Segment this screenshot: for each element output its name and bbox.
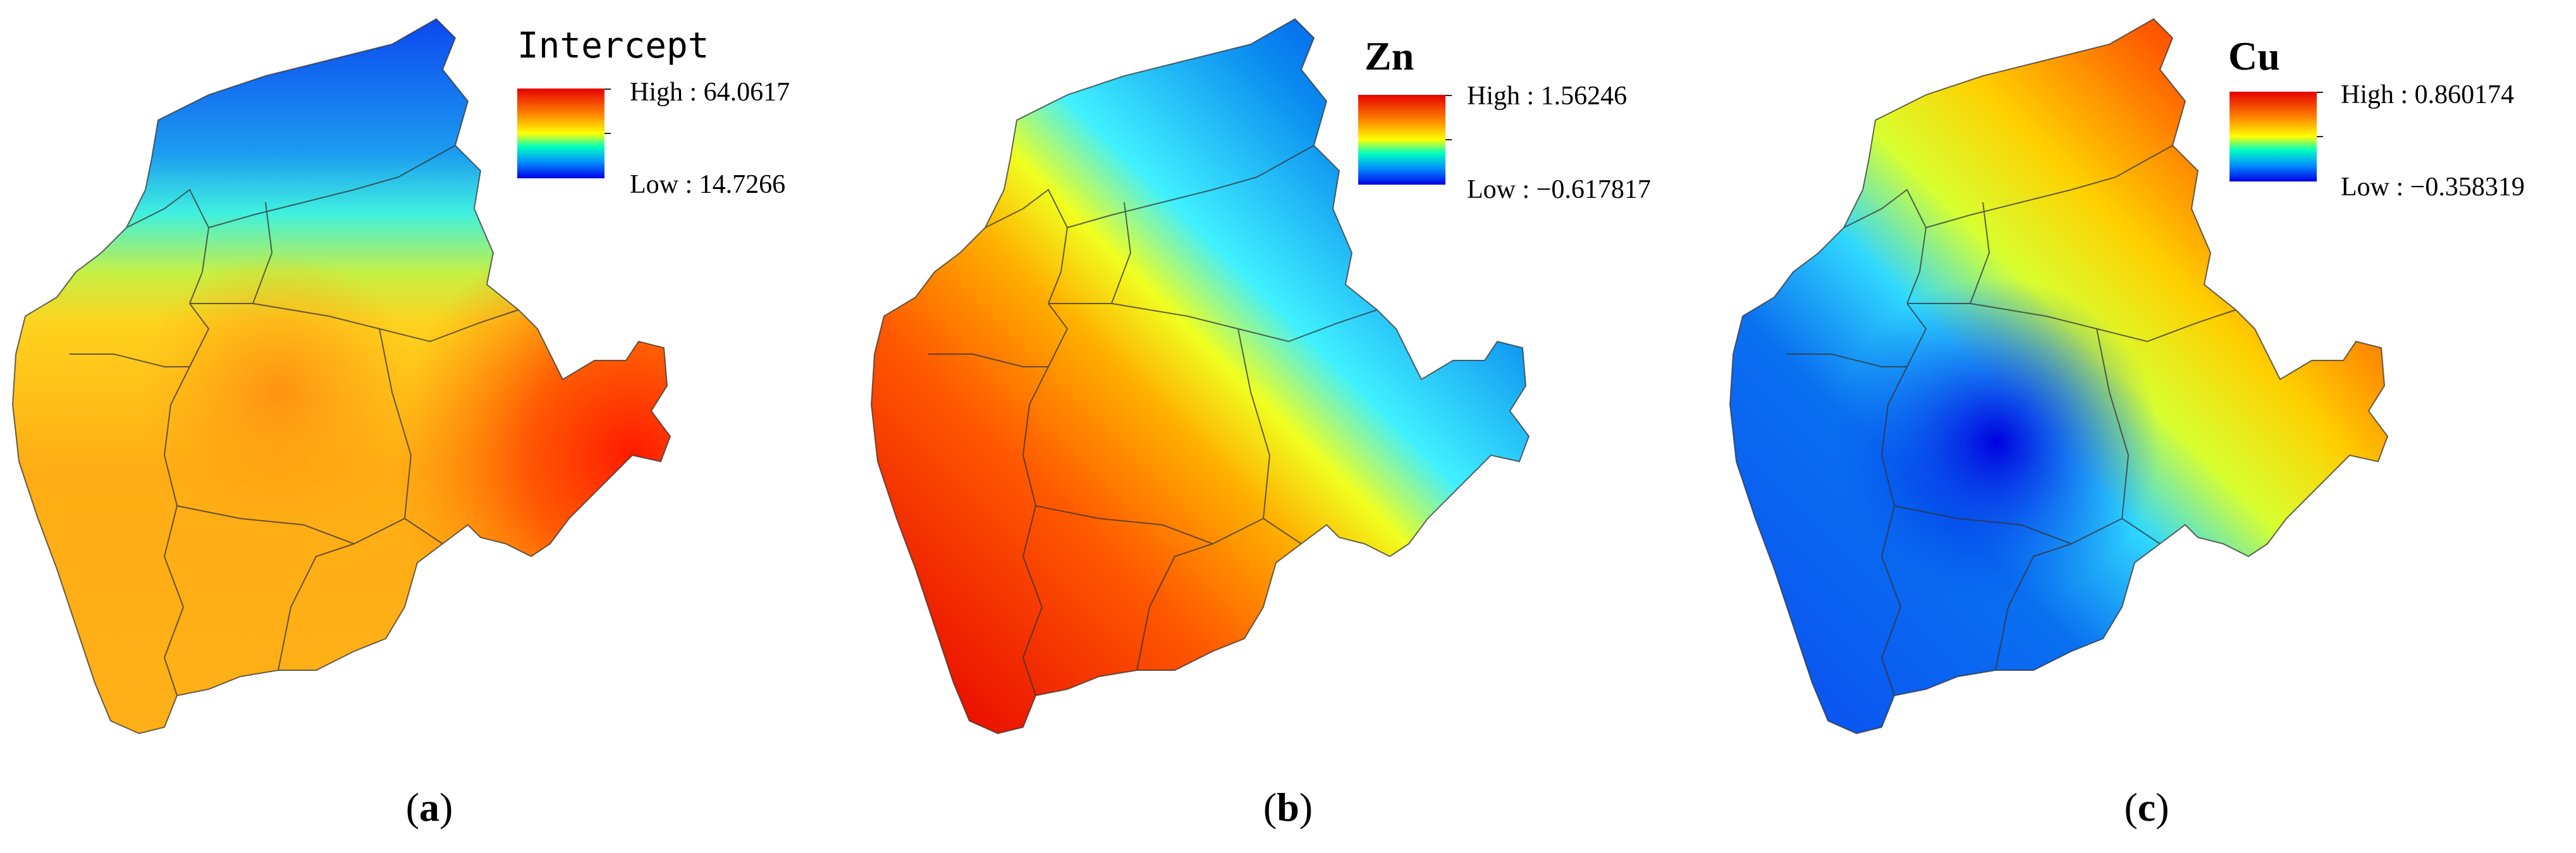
ramp-tick-mid — [1445, 139, 1452, 140]
panel-caption: (b) — [859, 784, 1717, 831]
caption-close: ) — [1299, 785, 1313, 830]
caption-letter: a — [419, 785, 439, 830]
legend-title: Intercept — [517, 25, 709, 66]
legend-low-label: Low : −0.358319 — [2341, 173, 2525, 202]
legend-low-label: Low : −0.617817 — [1467, 175, 1651, 204]
panel-a: Intercept High : 64.0617 Low : 14.7266 (… — [0, 0, 859, 853]
legend-low-label: Low : 14.7266 — [630, 170, 786, 199]
panel-caption: (a) — [0, 784, 859, 831]
legend-title: Cu — [2228, 34, 2280, 78]
panel-caption: (c) — [1717, 784, 2576, 831]
district-boundaries — [870, 18, 1530, 735]
ramp-tick-high — [2317, 92, 2323, 93]
legend-high-label: High : 1.56246 — [1467, 82, 1628, 111]
legend-high-label: High : 64.0617 — [630, 78, 790, 107]
district-boundaries — [1729, 18, 2389, 735]
district-boundaries — [11, 18, 672, 735]
legend-title: Zn — [1365, 34, 1414, 78]
legend-high-label: High : 0.860174 — [2341, 80, 2515, 109]
ramp-tick-mid — [604, 133, 611, 134]
caption-close: ) — [2156, 785, 2169, 830]
caption-letter: c — [2137, 785, 2156, 830]
caption-open: ( — [2124, 785, 2138, 830]
ramp-tick-high — [604, 89, 611, 90]
color-ramp — [1358, 95, 1445, 185]
map-intercept — [11, 18, 672, 735]
color-ramp — [517, 89, 604, 178]
ramp-tick-high — [1445, 95, 1452, 96]
ramp-tick-mid — [2317, 136, 2323, 137]
panel-c: Cu High : 0.860174 Low : −0.358319 (c) — [1717, 0, 2576, 853]
map-zn — [870, 18, 1530, 735]
caption-open: ( — [1263, 785, 1277, 830]
caption-letter: b — [1277, 785, 1299, 830]
color-ramp — [2229, 92, 2317, 181]
panel-b: Zn High : 1.56246 Low : −0.617817 (b) — [859, 0, 1717, 853]
map-cu — [1729, 18, 2389, 735]
caption-open: ( — [405, 785, 419, 830]
caption-close: ) — [439, 785, 453, 830]
